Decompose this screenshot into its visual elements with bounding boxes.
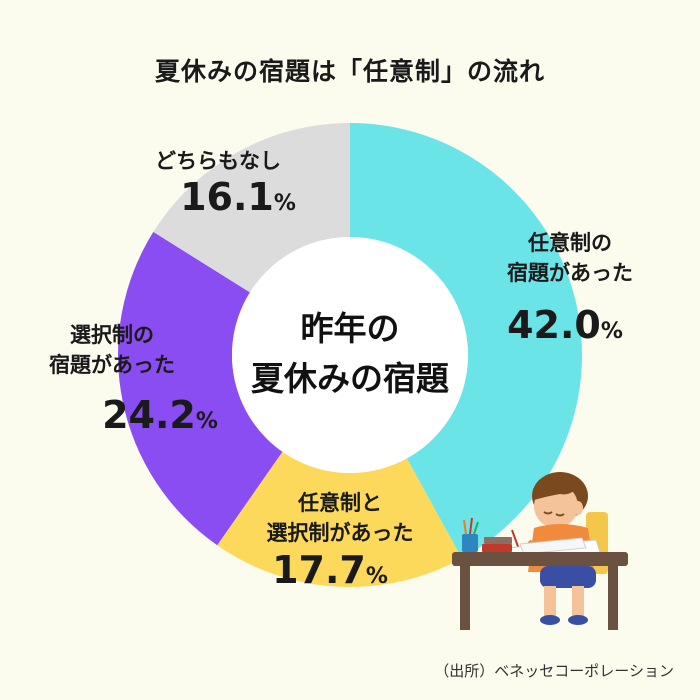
boy-studying-illustration (452, 472, 628, 630)
slice-label-1-line-1: 選択制があった (267, 521, 414, 545)
donut-hole (232, 237, 468, 473)
slice-value-2: 24.2% (102, 393, 218, 437)
slice-label-2-line-1: 宿題があった (49, 353, 175, 377)
chart-title: 夏休みの宿題は「任意制」の流れ (154, 57, 545, 86)
slice-value-3: 16.1% (180, 175, 296, 219)
slice-value-0: 42.0% (507, 303, 623, 347)
slice-label-0-line-0: 任意制の (527, 231, 612, 255)
center-label-line-1: 夏休みの宿題 (251, 359, 449, 398)
donut-slice-3 (153, 122, 350, 293)
donut-slice-2 (117, 231, 283, 546)
slice-label-0-line-1: 宿題があった (507, 261, 633, 285)
source-note: （出所）ベネッセコーポレーション (434, 662, 674, 680)
slice-label-2-line-0: 選択制の (70, 323, 154, 347)
slice-label-3-line-0: どちらもなし (155, 149, 281, 173)
donut-slice-0 (350, 123, 582, 559)
slice-value-1: 17.7% (272, 548, 388, 592)
center-label-line-0: 昨年の (301, 309, 400, 348)
slice-label-1-line-0: 任意制と (297, 491, 382, 515)
donut-slice-1 (217, 451, 462, 587)
